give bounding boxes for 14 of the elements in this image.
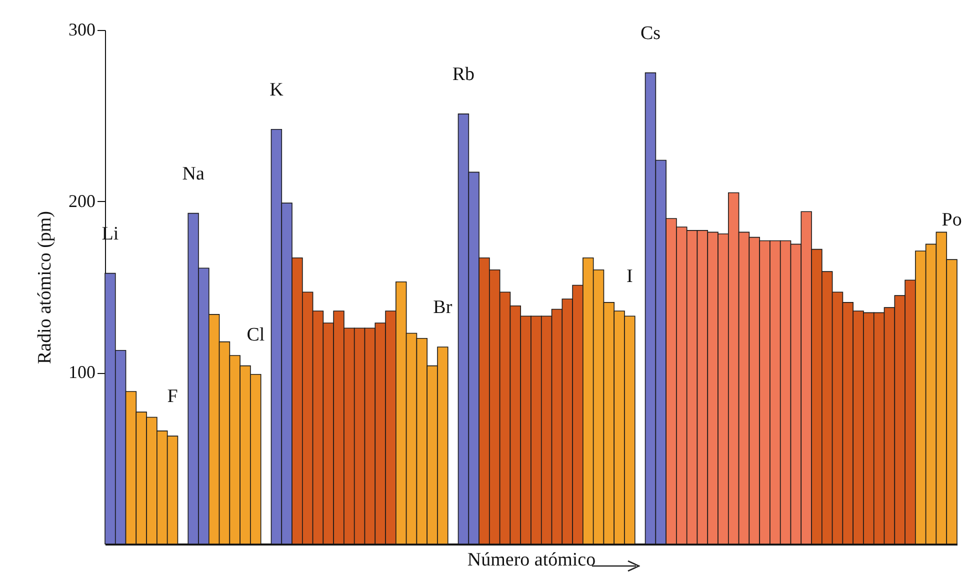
y-tick-label: 100 — [68, 362, 96, 382]
x-axis-title: Número atómico — [467, 550, 596, 570]
x-tick-label: K — [270, 79, 284, 100]
y-tick-label: 200 — [68, 190, 96, 211]
x-tick-label: Po — [942, 210, 962, 231]
x-tick-label: I — [626, 266, 633, 288]
y-tick-label: 300 — [68, 20, 96, 40]
y-axis-title: Radio atómico (pm) — [34, 210, 56, 364]
x-tick-label: Cs — [640, 22, 661, 44]
x-tick-label: F — [167, 386, 178, 408]
x-tick-label: Na — [182, 163, 205, 184]
x-tick-label: Rb — [452, 64, 475, 85]
x-tick-label: Br — [433, 296, 453, 318]
x-tick-label: Cl — [246, 324, 265, 346]
